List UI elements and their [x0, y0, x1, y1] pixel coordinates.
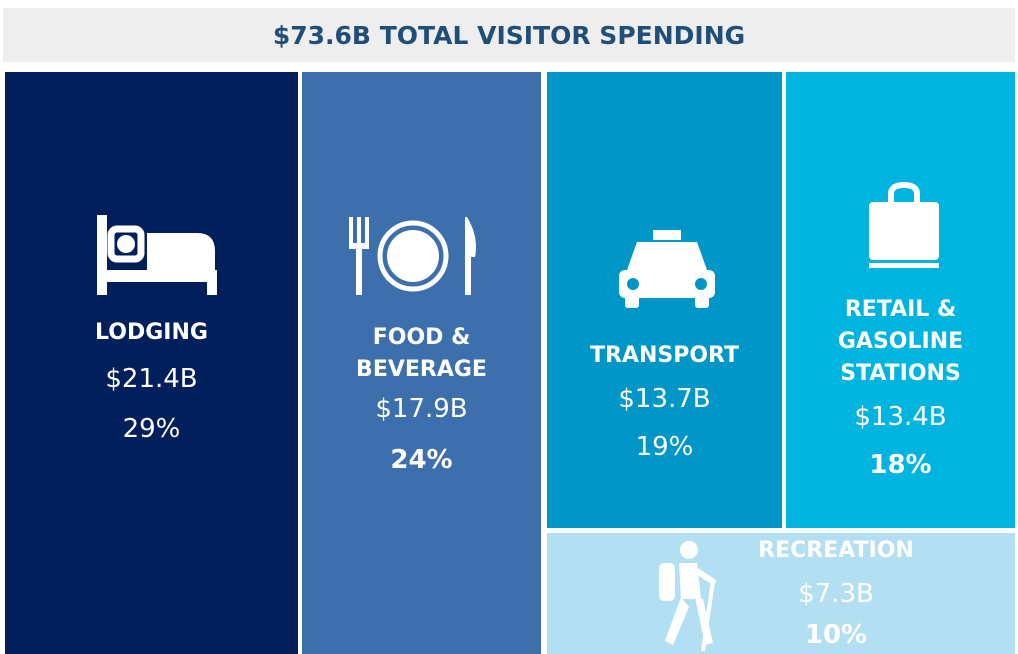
lodging-tile: LODGING $21.4B 29% — [5, 72, 298, 654]
amount: $13.4B — [854, 402, 947, 432]
hiker-icon — [659, 541, 717, 651]
label: FOOD & BEVERAGE — [356, 325, 487, 382]
amount: $17.9B — [375, 394, 468, 424]
transport-tile: TRANSPORT $13.7B 19% — [547, 72, 782, 528]
label: TRANSPORT — [589, 343, 739, 368]
plate-icon — [349, 217, 476, 295]
percent: 10% — [804, 620, 868, 650]
percent: 19% — [635, 432, 694, 462]
label: RECREATION — [758, 538, 914, 563]
percent: 24% — [390, 445, 453, 475]
food-tile: FOOD & BEVERAGE $17.9B 24% — [302, 72, 541, 654]
amount: $21.4B — [105, 364, 198, 394]
recreation-tile: RECREATION $7.3B 10% — [547, 533, 1015, 654]
label: RETAIL & GASOLINE STATIONS — [837, 297, 964, 386]
label: LODGING — [95, 320, 208, 345]
amount: $13.7B — [618, 384, 711, 414]
percent: 18% — [869, 450, 932, 480]
bag-icon — [869, 182, 939, 268]
amount: $7.3B — [798, 579, 874, 609]
taxi-icon — [619, 230, 715, 308]
percent: 29% — [122, 414, 181, 444]
retail-tile: RETAIL & GASOLINE STATIONS $13.4B 18% — [786, 72, 1015, 528]
title: $73.6B TOTAL VISITOR SPENDING — [3, 8, 1015, 62]
bed-icon — [97, 215, 217, 295]
